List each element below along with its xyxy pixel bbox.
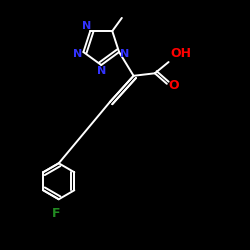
Text: F: F bbox=[52, 207, 60, 220]
Text: N: N bbox=[73, 49, 82, 59]
Text: N: N bbox=[96, 66, 106, 76]
Text: N: N bbox=[82, 21, 91, 31]
Text: N: N bbox=[120, 49, 130, 59]
Text: O: O bbox=[169, 78, 179, 92]
Text: OH: OH bbox=[170, 47, 192, 60]
